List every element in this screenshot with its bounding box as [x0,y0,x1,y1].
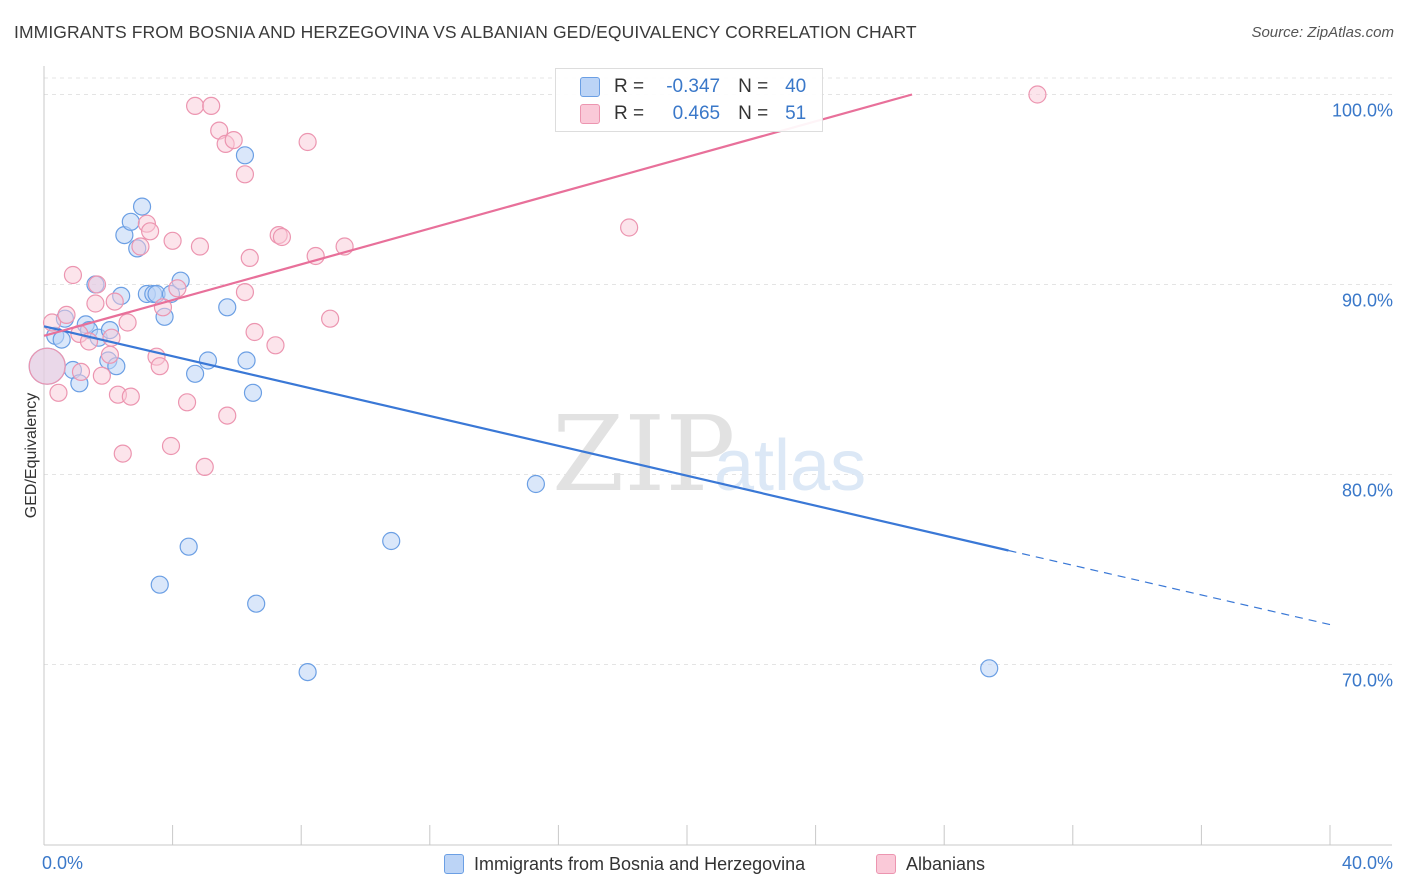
legend-r-value-pink: 0.465 [672,103,721,124]
data-point-albanian [224,131,243,150]
data-point-albanian [87,275,107,294]
data-point-albanian [620,218,639,237]
series-legend-pink[interactable]: Albanians [876,852,985,876]
x-tick-label: 40.0% [1342,853,1393,873]
data-point-albanian [235,165,255,184]
data-point-bosnia [243,383,263,402]
data-point-albanian [202,96,221,116]
data-point-albanian [186,96,205,116]
series-legend-label-blue: Immigrants from Bosnia and Herzegovina [474,853,806,874]
data-point-albanian [240,248,259,267]
y-tick-label: 70.0% [1342,671,1393,691]
legend-n-label: N = [738,76,769,97]
data-point-albanian [71,362,91,381]
data-point-bosnia [247,594,266,613]
data-point-albanian [266,336,285,355]
data-point-bosnia [298,662,317,682]
data-point-albanian [163,231,182,250]
data-point-albanian [298,132,317,152]
data-point-albanian [121,387,140,406]
data-point-bosnia [235,146,255,165]
data-point-albanian [49,383,68,402]
data-point-albanian [131,237,150,256]
trend-line-bosnia-extension [1008,549,1331,626]
correlation-legend: R = -0.347 N = 40 R = 0.465 N = 51 [555,68,823,132]
data-point-albanian [86,294,105,313]
legend-r-value-blue: -0.347 [666,76,721,97]
legend-row-blue: R = -0.347 N = 40 [580,75,806,99]
axes [43,66,1392,846]
series-swatch-blue [444,854,464,874]
legend-swatch-blue [580,77,600,97]
watermark-atlas: atlas [714,426,866,506]
data-point-albanian [306,246,325,266]
x-tick-label: 0.0% [42,853,83,873]
data-point-bosnia [179,537,198,556]
chart-title: IMMIGRANTS FROM BOSNIA AND HERZEGOVINA V… [14,22,917,42]
legend-n-value-blue: 40 [785,76,807,97]
axis-labels: 70.0% 80.0% 90.0% 100.0% 0.0% 40.0% GED/Equiva… [23,101,1393,874]
data-point-bosnia [382,531,401,551]
data-point-albanian [272,227,292,247]
legend-n-label: N = [738,103,769,124]
series-legend-blue[interactable]: Immigrants from Bosnia and Herzegovina [444,852,805,876]
data-point-albanian [140,222,160,241]
data-point-albanian [118,313,137,332]
data-point-bosnia [237,351,256,370]
trend-lines [43,93,1331,626]
legend-swatch-pink [580,104,600,124]
data-point-albanian [245,322,264,342]
data-point-albanian [161,436,181,456]
data-point-albanian [195,457,214,476]
data-point-albanian [168,279,187,298]
legend-n-value-pink: 51 [785,103,807,124]
data-point-bosnia [132,197,152,216]
legend-r-label: R = [614,103,645,124]
data-point-albanian [177,393,197,412]
data-point-albanian [1028,85,1047,104]
watermark: ZIP atlas [552,393,866,515]
trend-line-bosnia [43,325,1009,552]
data-point-albanian [235,283,255,302]
data-point-albanian [218,406,237,425]
data-point-bosnia [186,364,205,383]
data-point-albanian [113,444,132,463]
data-point-albanian [57,305,76,324]
y-axis-label: GED/Equivalency [23,393,40,518]
data-point-albanian [28,347,66,385]
data-point-albanian [321,309,340,328]
data-point-albanian [92,366,111,385]
data-point-bosnia [526,474,545,494]
series-legend-label-pink: Albanians [906,853,986,874]
legend-row-pink: R = 0.465 N = 51 [580,102,806,126]
data-point-bosnia [218,298,237,317]
data-point-albanian [100,345,120,364]
legend-r-label: R = [614,76,645,97]
source-label: Source: ZipAtlas.com [1251,24,1394,41]
data-point-albanian [63,265,83,285]
data-point-albanian [150,357,169,376]
data-points [28,85,1047,682]
y-tick-label: 80.0% [1342,481,1393,501]
series-swatch-pink [876,854,896,874]
trend-line-albanian [43,93,913,337]
data-point-albanian [190,237,210,256]
data-point-bosnia [980,659,999,678]
data-point-bosnia [150,575,169,594]
data-point-bosnia [121,212,140,231]
data-point-albanian [105,292,124,311]
y-tick-label: 100.0% [1332,101,1393,121]
watermark-zip: ZIP [552,393,735,515]
y-tick-label: 90.0% [1342,291,1393,311]
